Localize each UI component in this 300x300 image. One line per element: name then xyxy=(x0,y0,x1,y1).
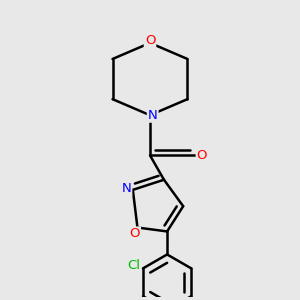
Text: N: N xyxy=(148,109,158,122)
Text: N: N xyxy=(122,182,131,195)
Text: Cl: Cl xyxy=(127,259,140,272)
Text: O: O xyxy=(145,34,155,47)
Text: O: O xyxy=(197,149,207,162)
Text: O: O xyxy=(130,227,140,241)
